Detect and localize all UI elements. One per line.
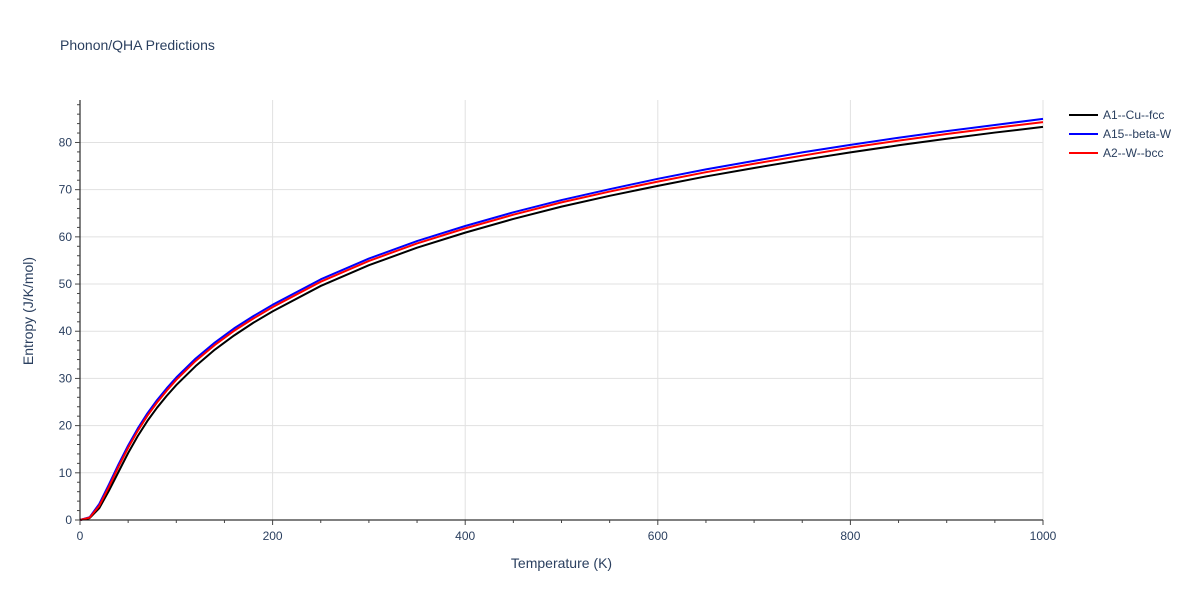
legend[interactable]: A1--Cu--fcc A15--beta-W A2--W--bcc bbox=[1069, 108, 1172, 160]
chart-title: Phonon/QHA Predictions bbox=[60, 37, 215, 53]
x-axis-title: Temperature (K) bbox=[511, 555, 612, 571]
y-tick-label: 50 bbox=[59, 277, 73, 291]
gridlines bbox=[80, 100, 1044, 520]
y-tick-label: 70 bbox=[59, 183, 73, 197]
legend-label: A2--W--bcc bbox=[1103, 146, 1163, 160]
legend-label: A1--Cu--fcc bbox=[1103, 108, 1164, 122]
x-tick-label: 0 bbox=[77, 529, 84, 543]
x-tick-label: 800 bbox=[840, 529, 860, 543]
y-tick-label: 20 bbox=[59, 419, 73, 433]
legend-item[interactable]: A1--Cu--fcc bbox=[1069, 108, 1164, 122]
y-tick-label: 10 bbox=[59, 466, 73, 480]
x-tick-label: 1000 bbox=[1030, 529, 1057, 543]
x-tick-label: 400 bbox=[455, 529, 475, 543]
series-line-a2-w-bcc bbox=[79, 121, 1044, 521]
series-line-a15-beta-w bbox=[79, 117, 1044, 521]
x-tick-label: 200 bbox=[263, 529, 283, 543]
axes: 0 200 400 600 800 1000 0 10 20 30 40 50 60 70 80 bbox=[59, 100, 1057, 543]
y-tick-label: 80 bbox=[59, 135, 73, 149]
y-axis-title: Entropy (J/K/mol) bbox=[20, 257, 36, 365]
legend-label: A15--beta-W bbox=[1103, 127, 1172, 141]
y-tick-label: 0 bbox=[65, 513, 72, 527]
y-tick-label: 40 bbox=[59, 324, 73, 338]
y-tick-label: 30 bbox=[59, 371, 73, 385]
series-lines bbox=[79, 117, 1044, 521]
legend-item[interactable]: A2--W--bcc bbox=[1069, 146, 1163, 160]
legend-item[interactable]: A15--beta-W bbox=[1069, 127, 1172, 141]
x-tick-label: 600 bbox=[648, 529, 668, 543]
y-tick-label: 60 bbox=[59, 230, 73, 244]
series-line-a1-cu-fcc bbox=[79, 125, 1044, 521]
